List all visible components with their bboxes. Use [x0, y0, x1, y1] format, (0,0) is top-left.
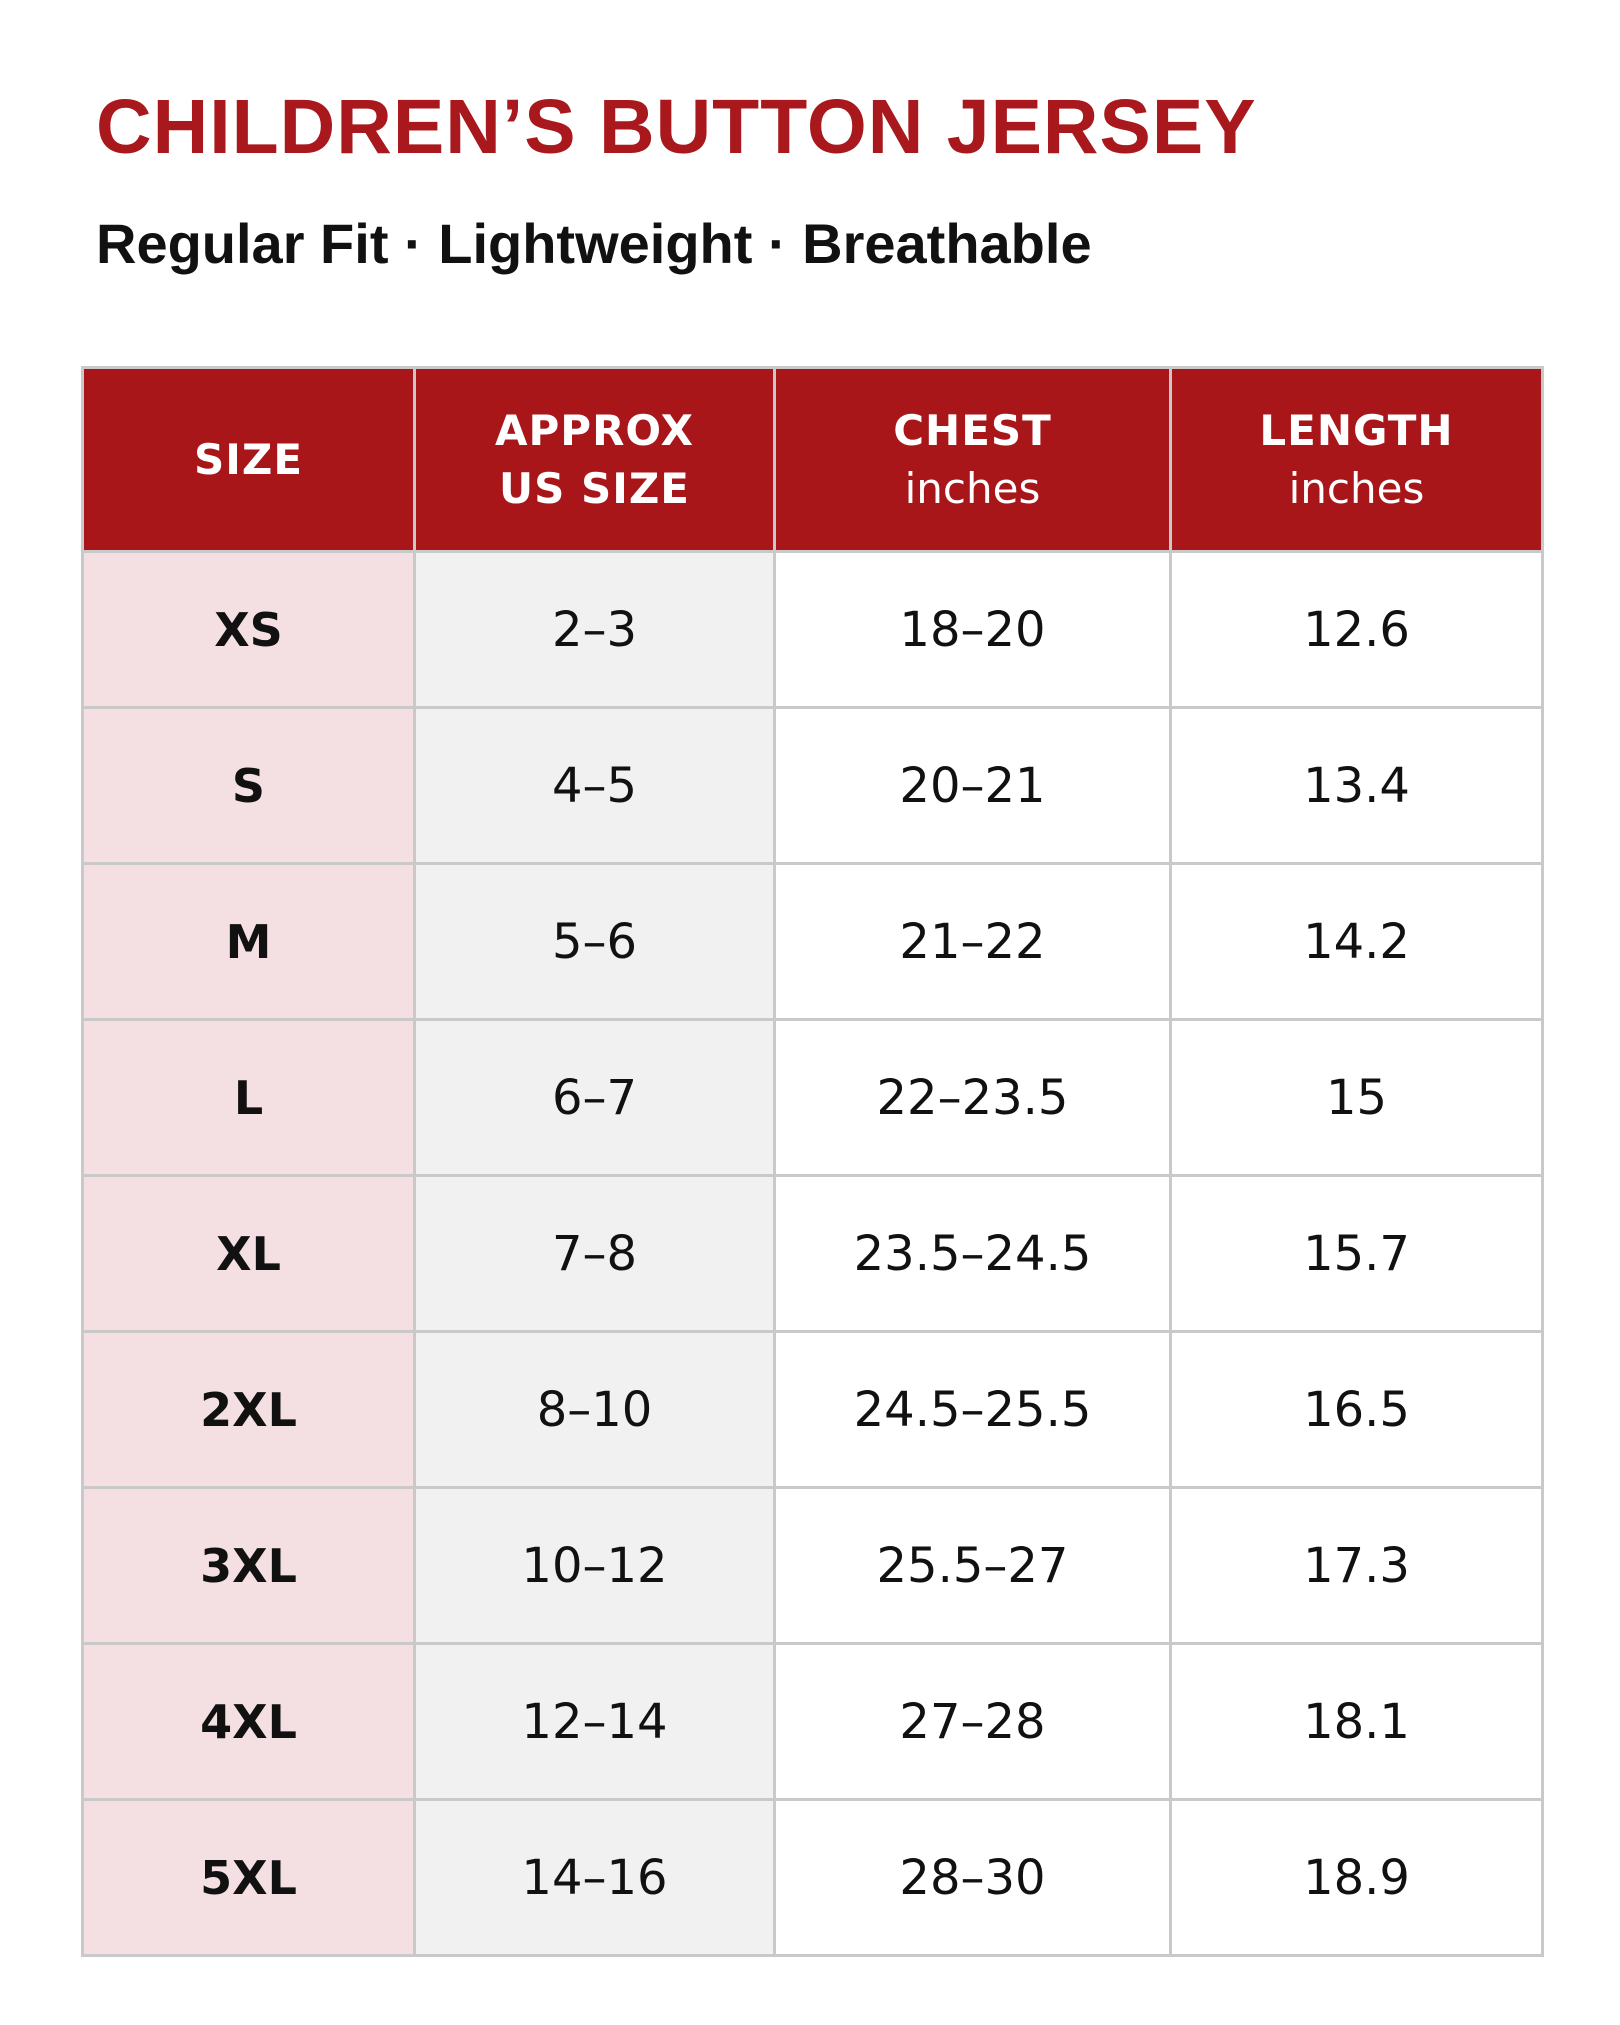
- header-us-size-label: US SIZE: [499, 463, 690, 513]
- us-size-cell: 5–6: [413, 862, 776, 1021]
- size-cell: XL: [81, 1174, 416, 1333]
- page-subtitle: Regular Fit · Lightweight · Breathable: [96, 212, 1092, 275]
- us-size-cell: 8–10: [413, 1330, 776, 1489]
- length-cell: 14.2: [1169, 862, 1544, 1021]
- us-size-cell: 7–8: [413, 1174, 776, 1333]
- table-row: 5XL 14–16 28–30 18.9: [81, 1798, 1544, 1957]
- table-row: S 4–5 20–21 13.4: [81, 706, 1544, 865]
- header-chest-label: CHEST: [893, 405, 1052, 455]
- chest-cell: 21–22: [773, 862, 1172, 1021]
- table-row: 2XL 8–10 24.5–25.5 16.5: [81, 1330, 1544, 1489]
- header-size-label: SIZE: [193, 434, 304, 484]
- size-cell: 5XL: [81, 1798, 416, 1957]
- size-cell: XS: [81, 550, 416, 709]
- size-cell: S: [81, 706, 416, 865]
- size-cell: M: [81, 862, 416, 1021]
- chest-cell: 27–28: [773, 1642, 1172, 1801]
- chest-cell: 23.5–24.5: [773, 1174, 1172, 1333]
- size-chart-table: SIZE APPROX US SIZE CHEST inches LENGTH …: [81, 366, 1544, 1957]
- chest-cell: 24.5–25.5: [773, 1330, 1172, 1489]
- header-approx-label: APPROX: [495, 405, 694, 455]
- table-row: L 6–7 22–23.5 15: [81, 1018, 1544, 1177]
- length-cell: 13.4: [1169, 706, 1544, 865]
- table-row: 4XL 12–14 27–28 18.1: [81, 1642, 1544, 1801]
- us-size-cell: 10–12: [413, 1486, 776, 1645]
- table-row: 3XL 10–12 25.5–27 17.3: [81, 1486, 1544, 1645]
- header-length-unit: inches: [1288, 463, 1425, 513]
- header-length-label: LENGTH: [1259, 405, 1454, 455]
- length-cell: 18.1: [1169, 1642, 1544, 1801]
- size-cell: 3XL: [81, 1486, 416, 1645]
- size-cell: L: [81, 1018, 416, 1177]
- header-size: SIZE: [81, 366, 416, 553]
- table-row: XS 2–3 18–20 12.6: [81, 550, 1544, 709]
- header-chest: CHEST inches: [773, 366, 1172, 553]
- length-cell: 15: [1169, 1018, 1544, 1177]
- table-row: M 5–6 21–22 14.2: [81, 862, 1544, 1021]
- header-chest-unit: inches: [904, 463, 1041, 513]
- us-size-cell: 4–5: [413, 706, 776, 865]
- us-size-cell: 14–16: [413, 1798, 776, 1957]
- header-length: LENGTH inches: [1169, 366, 1544, 553]
- length-cell: 17.3: [1169, 1486, 1544, 1645]
- size-cell: 2XL: [81, 1330, 416, 1489]
- us-size-cell: 6–7: [413, 1018, 776, 1177]
- table-row: XL 7–8 23.5–24.5 15.7: [81, 1174, 1544, 1333]
- length-cell: 15.7: [1169, 1174, 1544, 1333]
- chest-cell: 28–30: [773, 1798, 1172, 1957]
- us-size-cell: 2–3: [413, 550, 776, 709]
- chest-cell: 22–23.5: [773, 1018, 1172, 1177]
- chest-cell: 25.5–27: [773, 1486, 1172, 1645]
- table-header-row: SIZE APPROX US SIZE CHEST inches LENGTH …: [81, 366, 1544, 553]
- length-cell: 18.9: [1169, 1798, 1544, 1957]
- length-cell: 12.6: [1169, 550, 1544, 709]
- page-title: CHILDREN’S BUTTON JERSEY: [96, 84, 1257, 170]
- chest-cell: 20–21: [773, 706, 1172, 865]
- table-body: XS 2–3 18–20 12.6 S 4–5 20–21 13.4 M 5–6 21–22 14.2…: [81, 550, 1544, 1957]
- chest-cell: 18–20: [773, 550, 1172, 709]
- length-cell: 16.5: [1169, 1330, 1544, 1489]
- us-size-cell: 12–14: [413, 1642, 776, 1801]
- size-cell: 4XL: [81, 1642, 416, 1801]
- header-approx-us-size: APPROX US SIZE: [413, 366, 776, 553]
